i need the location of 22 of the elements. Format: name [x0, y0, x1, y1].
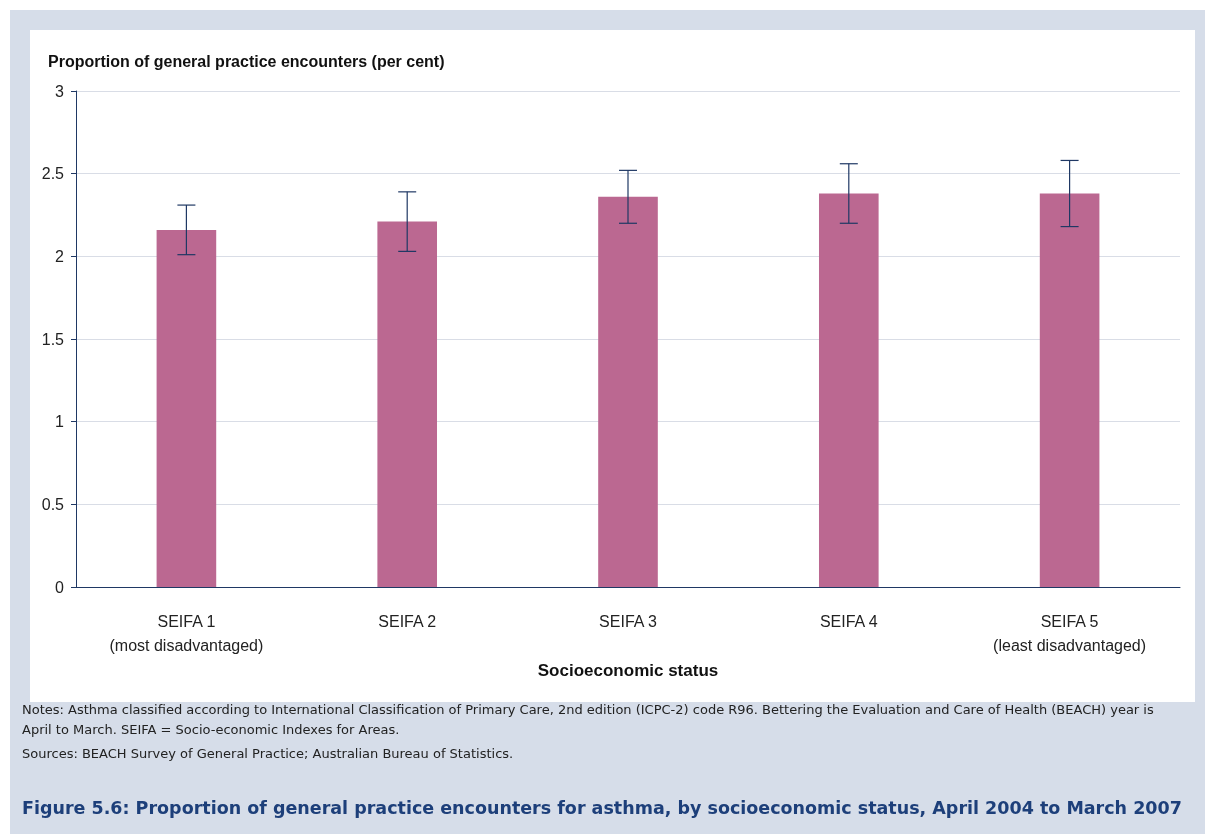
x-tick-label: SEIFA 4 — [819, 612, 878, 630]
y-tick-label: 3 — [55, 82, 65, 100]
text: Figure 5.6: Proportion of general practice encounters for asthma, by socioeconomic status, April 2004 to March 2007 — [22, 798, 1182, 818]
y-tick-label: 1 — [55, 413, 65, 431]
y-tick-label: 2.5 — [41, 165, 65, 183]
x-axis-title: Socioeconomic status — [537, 660, 719, 680]
text: Notes: Asthma classified according to International Classification of Primary Care, 2nd edition (ICPC-2) code R96. Bettering the Evaluation and Care of Health (BEACH) year is April to March. SEIFA = Socio-economic Indexes for Areas. — [22, 701, 1155, 739]
y-axis-title: Proportion of general practice encounters (per cent) — [48, 52, 445, 70]
bar — [156, 229, 217, 587]
y-tick-label: 0.5 — [41, 495, 65, 513]
bar — [598, 196, 658, 587]
source-note: Sources: BEACH Survey of General Practice; Australian Bureau of Statistics. — [22, 745, 515, 763]
y-tick-label: 0 — [55, 578, 65, 596]
y-tick-label: 2 — [55, 247, 65, 265]
x-tick-label: SEIFA 1 (most disadvantaged) — [109, 612, 264, 654]
bar — [1039, 193, 1100, 587]
bar — [377, 221, 438, 587]
y-tick-label: 1.5 — [41, 330, 65, 348]
x-tick-label: SEIFA 3 — [599, 612, 658, 630]
x-tick-label: SEIFA 2 — [378, 612, 437, 630]
bar — [818, 193, 879, 587]
x-tick-label: SEIFA 5 (least disadvantaged) — [993, 612, 1147, 654]
